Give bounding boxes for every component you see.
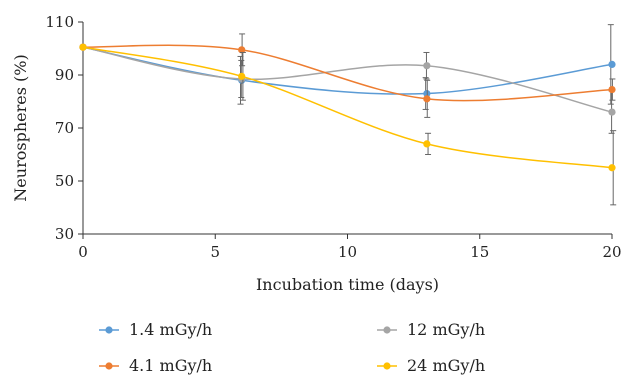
- data-point: [423, 95, 431, 103]
- data-point: [238, 72, 246, 80]
- legend-marker: [383, 362, 391, 370]
- x-tick-label: 0: [78, 243, 88, 261]
- series-group: [79, 43, 616, 134]
- x-tick-label: 5: [210, 243, 220, 261]
- x-tick-label: 20: [602, 243, 621, 261]
- legend: 1.4 mGy/h 12 mGy/h 4.1 mGy/h 24 mGy/h: [99, 320, 485, 375]
- y-tick-label: 110: [45, 13, 74, 31]
- legend-label: 12 mGy/h: [407, 320, 485, 339]
- series-line: [82, 44, 613, 102]
- x-tick-label: 10: [338, 243, 357, 261]
- legend-label: 4.1 mGy/h: [129, 356, 212, 375]
- y-tick-label: 90: [55, 66, 74, 84]
- data-point: [238, 46, 246, 54]
- series-line: [82, 46, 613, 95]
- x-axis-title: Incubation time (days): [256, 275, 439, 294]
- legend-marker: [105, 362, 113, 370]
- data-point: [608, 164, 616, 172]
- legend-marker: [105, 326, 113, 334]
- series-group: [79, 33, 616, 118]
- data-point: [79, 43, 87, 51]
- series-line: [82, 46, 613, 113]
- data-point: [423, 62, 431, 70]
- axes: [82, 22, 612, 235]
- series-group: [79, 43, 617, 206]
- series-line: [82, 46, 613, 169]
- legend-item: 24 mGy/h: [377, 356, 485, 375]
- legend-item: 4.1 mGy/h: [99, 356, 212, 375]
- data-point: [423, 140, 431, 148]
- y-tick-label: 50: [55, 172, 74, 190]
- data-point: [608, 60, 616, 68]
- data-point: [608, 108, 616, 116]
- y-axis-title: Neurospheres (%): [11, 54, 30, 201]
- legend-label: 1.4 mGy/h: [129, 320, 212, 339]
- legend-label: 24 mGy/h: [407, 356, 485, 375]
- legend-item: 12 mGy/h: [377, 320, 485, 339]
- y-tick-label: 70: [55, 119, 74, 137]
- series-layer: [79, 24, 617, 206]
- data-point: [608, 85, 616, 94]
- legend-marker: [383, 326, 391, 334]
- x-tick-label: 15: [470, 243, 489, 261]
- y-tick-label: 30: [55, 225, 74, 243]
- ticks: 30 50 70 90 110 0 5 10 15 20: [45, 13, 621, 261]
- legend-item: 1.4 mGy/h: [99, 320, 212, 339]
